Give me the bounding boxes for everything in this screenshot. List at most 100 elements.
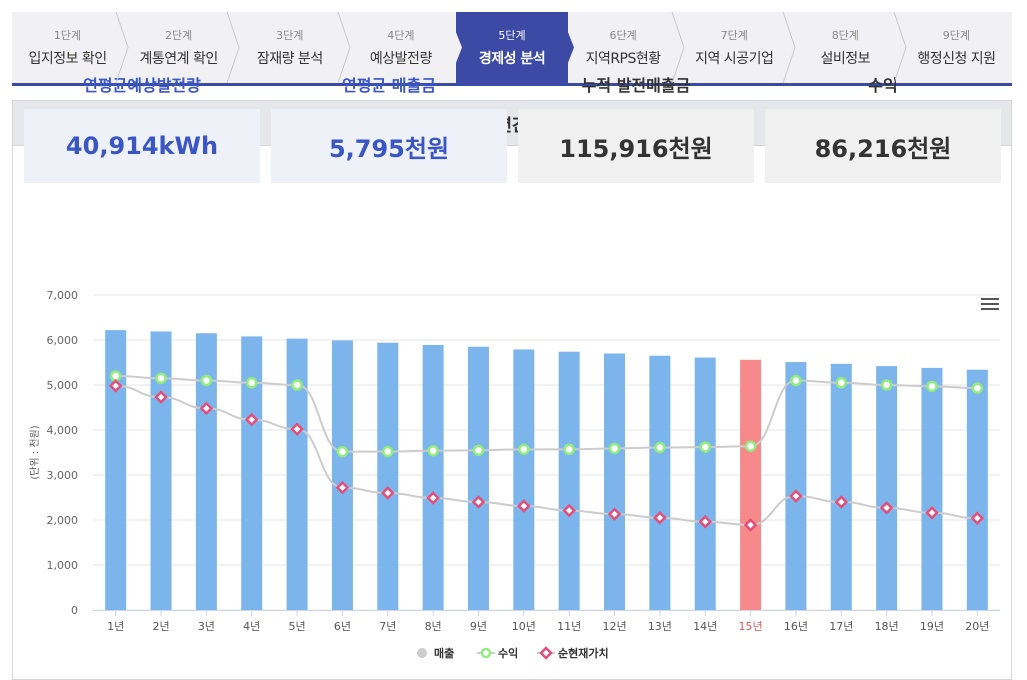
bar-4	[241, 336, 263, 610]
profit-point	[518, 443, 530, 456]
x-tick-label: 20년	[965, 620, 989, 633]
step-label: 지역RPS현황	[585, 51, 662, 67]
legend-label[interactable]: 순현재가치	[558, 646, 609, 660]
x-tick-label: 4년	[243, 620, 260, 633]
npv-point	[517, 499, 531, 513]
step-separator-chevron	[893, 12, 907, 83]
step-1[interactable]: 1단계 입지정보 확인	[12, 12, 129, 83]
profit-point	[880, 379, 893, 391]
x-tick-label: 3년	[198, 620, 215, 633]
x-tick-label: 6년	[334, 620, 351, 633]
legend-symbol-npv	[539, 646, 553, 660]
legend-label[interactable]: 수익	[498, 647, 518, 660]
x-tick-label: 17년	[829, 620, 853, 633]
step-label: 경제성 분석	[478, 51, 546, 67]
metric-value-annual-generation: 40,914kWh	[24, 109, 260, 183]
bar-19	[921, 367, 943, 610]
bar-11	[558, 351, 580, 610]
x-tick-label: 12년	[602, 620, 626, 633]
x-tick-label: 9년	[470, 620, 487, 633]
y-tick-label: 3,000	[47, 469, 79, 482]
step-number: 7단계	[720, 29, 748, 42]
bar-6	[331, 340, 353, 610]
npv-point	[290, 422, 304, 436]
npv-point	[653, 510, 667, 525]
chart-menu-icon[interactable]	[981, 298, 999, 312]
profit-point	[382, 445, 394, 458]
y-tick-label: 7,000	[47, 289, 79, 302]
step-number: 8단계	[831, 29, 859, 42]
npv-point	[199, 401, 214, 416]
profit-point	[790, 374, 802, 387]
profit-point	[654, 441, 666, 454]
step-3[interactable]: 3단계 잠재량 분석	[234, 12, 351, 83]
bar-1	[105, 330, 127, 610]
step-2[interactable]: 2단계 계통연계 확인	[123, 12, 240, 83]
npv-point	[879, 501, 894, 515]
profit-point	[563, 443, 575, 456]
step-label: 입지정보 확인	[28, 51, 107, 67]
profit-point	[926, 380, 938, 393]
profit-point	[200, 374, 213, 387]
bar-8	[422, 344, 444, 610]
annual-revenue-chart: 0 1,000 2,000 3,000 4,000 5,000 6,000 7,000 (단위 …	[28, 289, 1000, 660]
x-tick-label: 10년	[512, 620, 536, 633]
x-tick-label: 16년	[784, 620, 808, 633]
x-tick-label: 2년	[152, 620, 169, 633]
x-tick-label: 1년	[107, 620, 124, 633]
npv-point	[381, 486, 395, 500]
metric-value-cumulative-sales: 115,916천원	[518, 109, 754, 183]
y-tick-label: 0	[71, 604, 78, 617]
metric-label-annual-sales: 연평균 매출금	[342, 76, 436, 95]
x-tick-label: 19년	[920, 620, 944, 633]
step-label: 행정신청 지원	[917, 51, 996, 67]
profit-point	[291, 379, 303, 391]
npv-point	[607, 507, 622, 521]
bar-14	[694, 357, 716, 610]
npv-point	[970, 511, 985, 525]
profit-point	[971, 382, 984, 394]
profit-point	[835, 377, 848, 389]
metric-label-profit: 수익	[868, 76, 898, 95]
npv-point	[562, 503, 576, 518]
profit-point	[472, 444, 485, 456]
bar-2	[150, 331, 172, 610]
npv-point	[244, 412, 259, 427]
metric-value-profit: 86,216천원	[765, 109, 1001, 183]
step-number: 4단계	[387, 29, 415, 42]
x-tick-label: 7년	[379, 620, 396, 633]
step-label: 잠재량 분석	[256, 51, 323, 67]
bar-20	[966, 369, 988, 610]
npv-point	[154, 390, 168, 404]
y-tick-label: 5,000	[47, 379, 79, 392]
step-4[interactable]: 4단계 예상발전량	[345, 12, 463, 83]
y-tick-label: 6,000	[47, 334, 79, 347]
step-number: 9단계	[942, 29, 971, 42]
metric-value-annual-sales: 5,795천원	[271, 109, 507, 183]
npv-point	[789, 489, 803, 503]
npv-point	[698, 515, 712, 529]
y-tick-label: 2,000	[47, 514, 79, 527]
bar-12	[604, 353, 626, 610]
series-line-2	[115, 384, 978, 526]
step-label: 설비정보	[820, 51, 871, 67]
npv-point	[834, 495, 849, 509]
x-tick-label: 5년	[289, 620, 306, 633]
bar-10	[513, 349, 535, 610]
legend-symbol-profit	[480, 647, 492, 659]
x-tick-label: 13년	[648, 620, 672, 633]
step-number: 6단계	[609, 29, 637, 42]
step-number: 5단계	[498, 29, 526, 42]
bar-9	[467, 346, 489, 610]
step-label: 지역 시공기업	[695, 51, 774, 67]
bar-15	[740, 359, 762, 610]
step-number: 2단계	[165, 29, 193, 42]
bar-16	[785, 362, 807, 610]
profit-point	[608, 442, 621, 455]
legend-label[interactable]: 매출	[434, 646, 454, 660]
